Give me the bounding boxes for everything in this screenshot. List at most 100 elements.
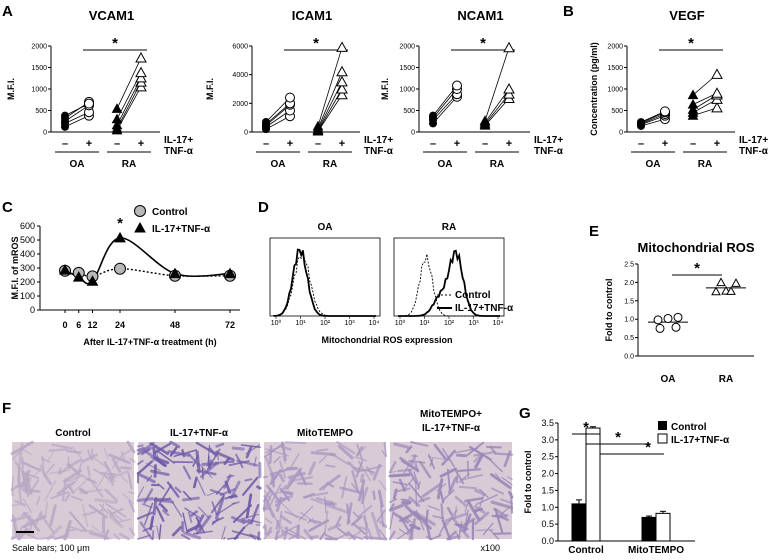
group-label: RA (719, 374, 733, 385)
y-tick-label: 500 (611, 108, 623, 115)
y-tick-label: 2.5 (624, 262, 634, 269)
significance-star: * (645, 439, 651, 456)
y-tick-label: 2000 (607, 44, 623, 51)
chart-icam1: ICAM10200040006000M.F.I.*–+–+IL-17+TNF-α… (205, 8, 394, 170)
point-ra-plus (712, 69, 722, 78)
x-tick-label: 24 (115, 320, 125, 330)
y-tick-label: 100 (20, 291, 35, 301)
legend-label-treated: IL-17+TNF-α (455, 303, 514, 314)
point-oa-minus (262, 118, 270, 126)
group-label-ra: RA (698, 159, 712, 170)
x-tick-label: 10³ (344, 320, 355, 327)
point-oa-plus (286, 93, 295, 102)
plus-label: + (138, 138, 144, 150)
panel-letter-d: D (258, 199, 269, 216)
histogram-title: OA (318, 222, 333, 233)
plus-label: + (714, 138, 720, 150)
y-tick-label: 600 (20, 221, 35, 231)
plus-label: + (339, 138, 345, 150)
minus-label: – (114, 138, 120, 150)
group-label-oa: OA (438, 159, 453, 170)
cell-stroke (42, 456, 43, 474)
cell-stroke (402, 500, 409, 501)
pair-line (318, 82, 342, 130)
cell-stroke (50, 449, 66, 450)
treatment-label-2: TNF-α (364, 146, 394, 157)
point-ra (732, 279, 740, 286)
cell-stroke (138, 445, 143, 446)
cell-stroke (264, 477, 267, 478)
cell-stroke (154, 448, 155, 457)
legend-label-control: Control (152, 207, 188, 218)
legend-label-control: Control (671, 422, 707, 433)
cell-stroke (398, 470, 412, 471)
point-control (115, 263, 126, 274)
legend-label-treated: IL-17+TNF-α (671, 435, 730, 446)
plus-label: + (662, 138, 668, 150)
chart-title: Mitochondrial ROS (638, 240, 755, 255)
treatment-label-1: IL-17+ (364, 135, 393, 146)
significance-star: * (615, 429, 621, 446)
significance-star: * (583, 419, 589, 436)
minus-label: – (263, 138, 269, 150)
treatment-label-2: TNF-α (739, 146, 769, 157)
x-tick-label: 6 (76, 320, 81, 330)
group-label: MitoTEMPO (628, 545, 684, 555)
y-tick-label: 0 (411, 130, 415, 137)
y-tick-label: 0 (43, 130, 47, 137)
chart-title: NCAM1 (457, 8, 503, 23)
cell-stroke (390, 475, 409, 476)
cell-stroke (243, 520, 249, 522)
cell-stroke (183, 498, 198, 500)
plus-label: + (454, 138, 460, 150)
minus-label: – (482, 138, 488, 150)
point-oa-minus (637, 118, 645, 126)
bar-treated (586, 428, 600, 541)
minus-label: – (430, 138, 436, 150)
cell-stroke (416, 483, 417, 506)
cell-stroke (362, 475, 363, 481)
significance-star: * (688, 35, 694, 52)
y-tick-label: 1000 (607, 87, 623, 94)
pair-line (318, 47, 342, 126)
treatment-label-1: IL-17+ (534, 135, 563, 146)
cell-stroke (233, 448, 243, 449)
x-tick-label: 48 (170, 320, 180, 330)
y-tick-label: 3.5 (541, 418, 554, 428)
image-title: MitoTEMPO (297, 428, 353, 439)
x-tick-label: 72 (225, 320, 235, 330)
y-tick-label: 0.5 (624, 335, 634, 342)
x-tick-label: 10² (320, 320, 331, 327)
group-label: OA (661, 374, 676, 385)
image-title: Control (55, 428, 91, 439)
chart-ncam1: NCAM10500100015002000M.F.I.*–+–+IL-17+TN… (380, 8, 564, 170)
point-oa-plus (85, 99, 94, 108)
scale-label: Scale bars; 100 μm (12, 543, 90, 553)
x-tick-label: 10¹ (419, 320, 430, 327)
cell-stroke (325, 503, 333, 504)
point-ra (717, 278, 725, 285)
panel-letter-e: E (589, 223, 599, 240)
significance-star: * (313, 35, 319, 52)
cell-stroke (270, 446, 271, 462)
legend-label-control: Control (455, 290, 491, 301)
image-title: IL-17+TNF-α (170, 428, 229, 439)
image-title: MitoTEMPO+ (420, 409, 482, 420)
point-oa (654, 316, 662, 324)
pair-line (485, 48, 509, 121)
point-oa (674, 313, 682, 321)
y-tick-label: 2000 (232, 101, 248, 108)
pair-line (318, 89, 342, 131)
panel-letter-c: C (2, 199, 13, 216)
cell-stroke (258, 533, 259, 539)
cell-stroke (476, 530, 493, 531)
point-ra-plus (337, 67, 347, 76)
cell-stroke (100, 473, 115, 474)
group-label-oa: OA (70, 159, 85, 170)
y-tick-label: 200 (20, 277, 35, 287)
